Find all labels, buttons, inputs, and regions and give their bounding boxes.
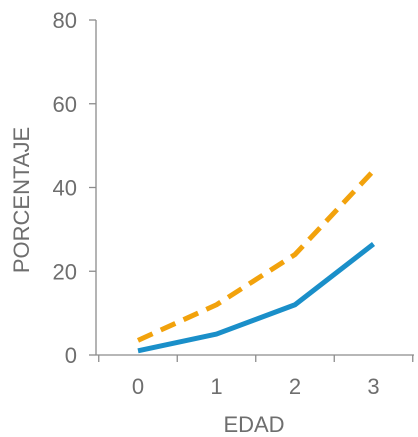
series-line-2: [136, 169, 376, 343]
axes: [89, 19, 414, 362]
x-tick-label: 1: [210, 374, 222, 399]
x-tick-label: 0: [132, 374, 144, 399]
y-tick-label: 20: [53, 259, 77, 284]
series-lines: [136, 169, 376, 354]
y-axis-title: PORCENTAJE: [9, 127, 34, 273]
y-tick-label: 60: [53, 92, 77, 117]
x-tick-label: 3: [367, 374, 379, 399]
series-line-1: [137, 242, 376, 354]
y-tick-label: 0: [65, 343, 77, 368]
x-axis-title: EDAD: [223, 412, 284, 437]
x-tick-label: 2: [289, 374, 301, 399]
tick-labels: 0 20 40 60 80 0 1 2 3: [53, 8, 380, 399]
y-tick-label: 40: [53, 176, 77, 201]
y-tick-label: 80: [53, 8, 77, 33]
